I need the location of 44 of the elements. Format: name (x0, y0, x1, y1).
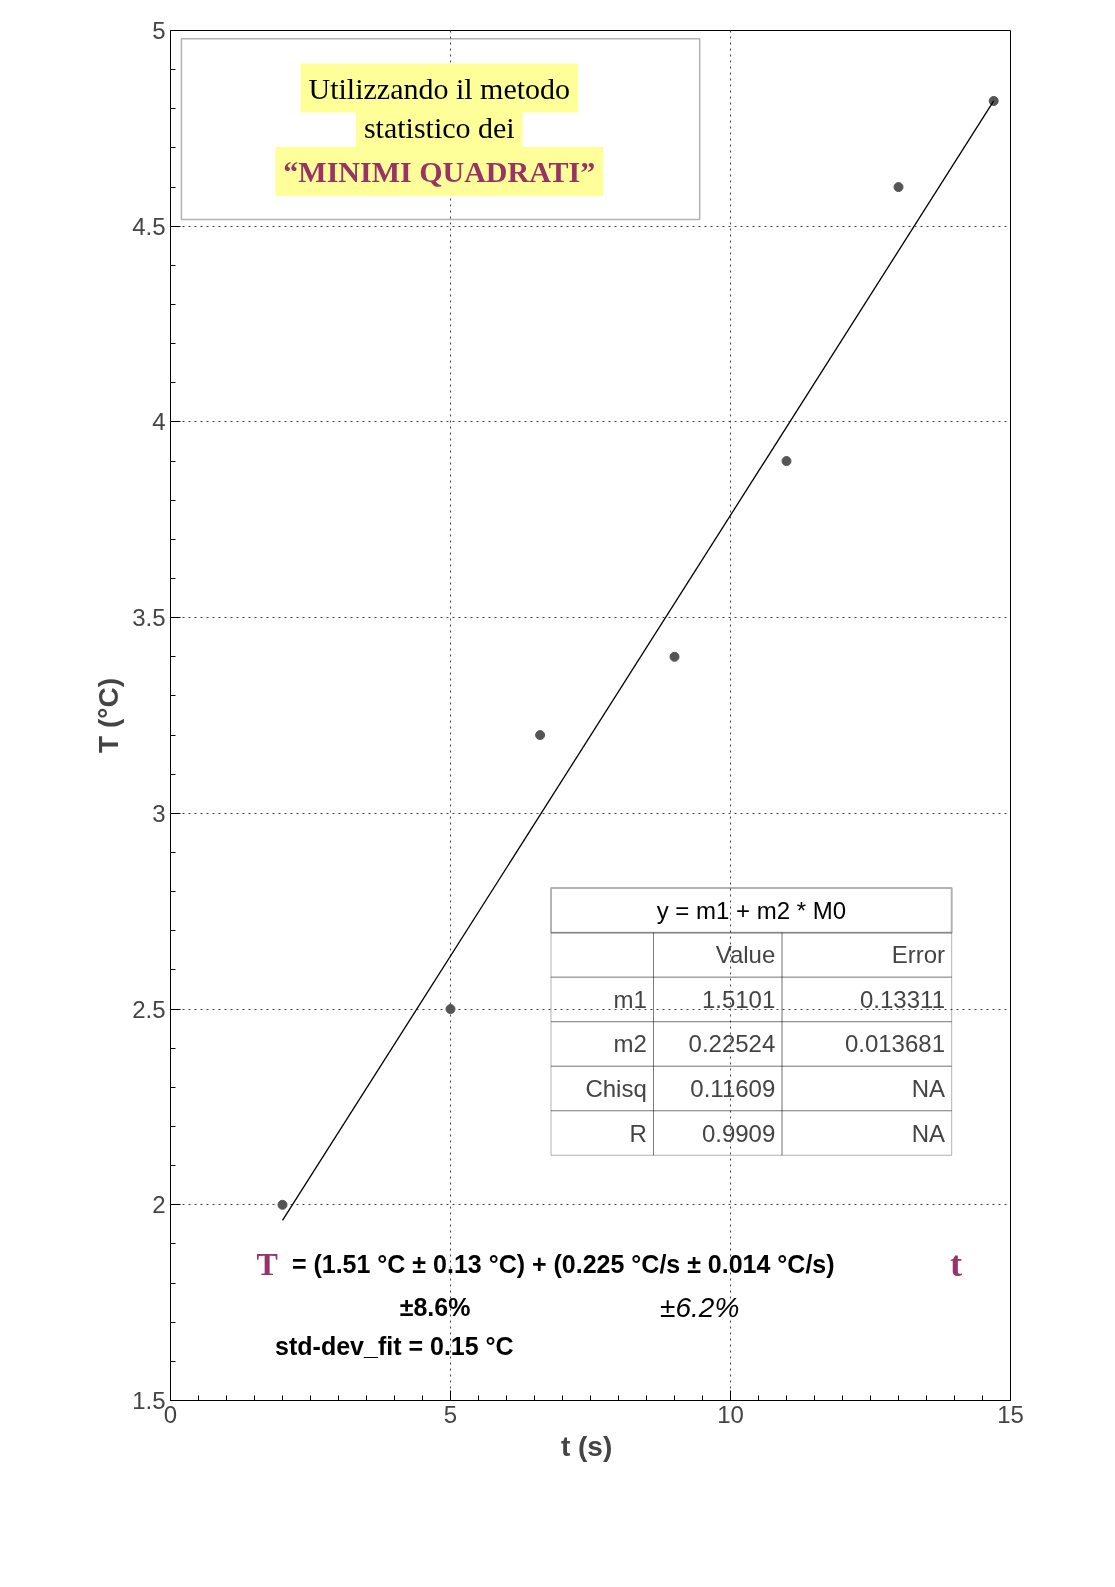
y-axis-title: T (°C) (93, 678, 125, 753)
annotation: 0.11609 (690, 1074, 776, 1102)
y-tick-label: 4.5 (132, 212, 166, 240)
annotation: y = m1 + m2 * M0 (656, 896, 847, 924)
annotation: t (949, 1243, 962, 1284)
annotation: std-dev_fit = 0.15 °C (275, 1331, 514, 1360)
annotation: statistico dei (363, 111, 515, 145)
annotation: Error (891, 941, 945, 969)
annotation: “MINIMI QUADRATI” (283, 155, 596, 189)
x-tick-label: 15 (997, 1400, 1024, 1428)
point (277, 1199, 288, 1210)
point (535, 730, 546, 741)
annotation: 0.22524 (688, 1030, 776, 1058)
x-axis-title: t (s) (560, 1430, 613, 1462)
annotation: Chisq (585, 1074, 647, 1102)
y-tick-label: 3.5 (132, 604, 166, 632)
point (893, 182, 904, 193)
y-tick-label: 1.5 (132, 1387, 166, 1414)
annotation: T (256, 1245, 278, 1282)
x-tick-label: 5 (443, 1400, 458, 1428)
annotation: m2 (613, 1030, 647, 1058)
y-tick-label: 5 (152, 17, 166, 44)
y-tick-label: 4 (152, 408, 166, 436)
annotation: Utilizzando il metodo (308, 71, 571, 105)
y-tick-label: 2 (152, 1191, 166, 1219)
point (669, 651, 680, 662)
annotation: m1 (613, 985, 647, 1013)
annotation: ±6.2% (660, 1291, 740, 1323)
annotation: ±8.6% (399, 1293, 471, 1322)
annotation: R (629, 1119, 647, 1147)
annotation: 0.013681 (844, 1030, 945, 1058)
annotation: NA (911, 1119, 945, 1147)
point (781, 456, 792, 467)
annotation: 0.13311 (860, 985, 945, 1013)
point (988, 95, 999, 106)
annotation: = (1.51 °C ± 0.13 °C) + (0.225 °C/s ± 0.014 °C/s) (291, 1249, 835, 1278)
annotation: NA (911, 1074, 945, 1102)
x-tick-label: 10 (717, 1400, 744, 1428)
point (445, 1004, 456, 1015)
y-tick-label: 2.5 (132, 995, 166, 1023)
annotation: Value (715, 941, 776, 969)
y-tick-label: 3 (152, 799, 166, 827)
annotation: 1.5101 (701, 985, 776, 1013)
annotation: 0.9909 (701, 1119, 776, 1147)
